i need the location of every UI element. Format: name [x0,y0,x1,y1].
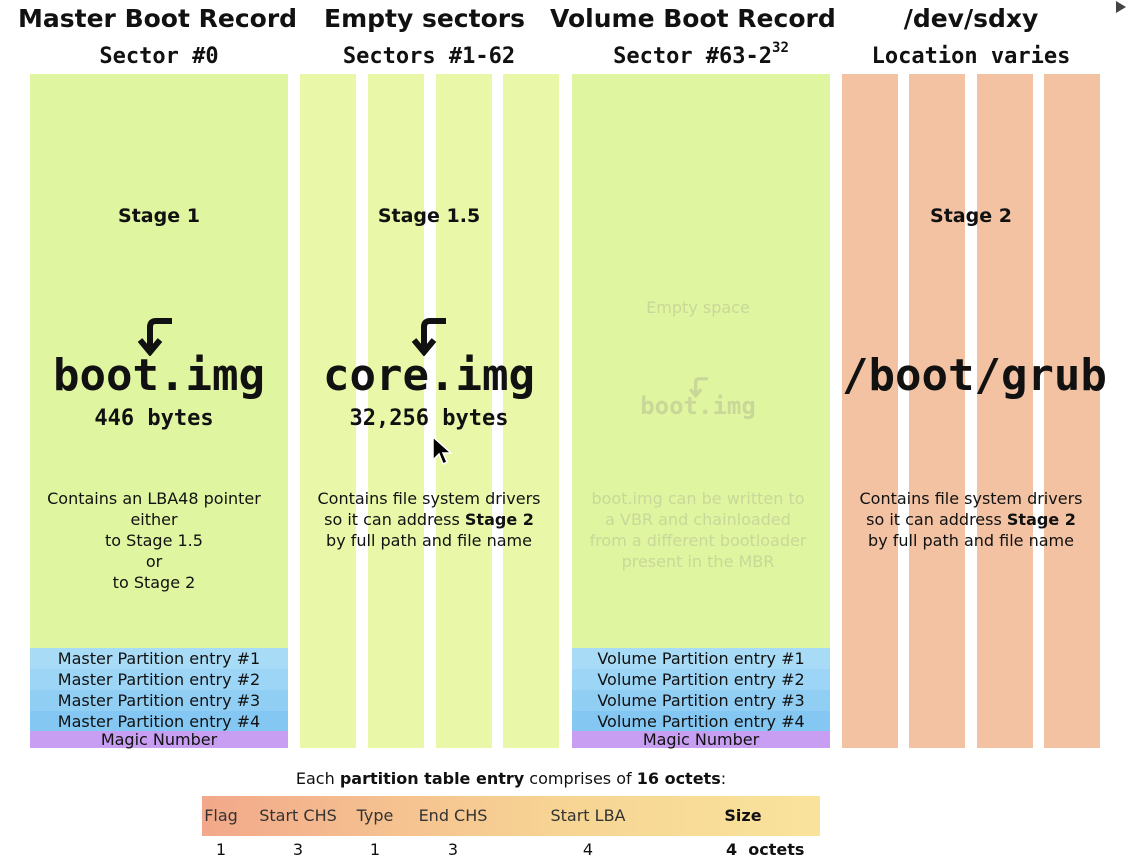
sdxy-stripe [842,74,898,748]
empty-sector-stripe [436,74,492,748]
mbr-description: Contains an LBA48 pointer either to Stage … [47,489,261,592]
partition-table-caption: Each partition table entry comprises of … [295,769,727,788]
corner-play-icon [1116,1,1126,13]
empty-sectors-subtitle: Sectors #1-62 [342,44,516,69]
field-end-chs: End CHS [418,806,488,825]
core-hook-arrow-icon [411,318,446,356]
mbr-partition-entry-4: Master Partition entry #4 [30,711,288,732]
mbr-subtitle: Sector #0 [99,44,219,69]
size-end-chs: 3 [447,840,459,859]
vbr-description: boot.img can be written to a VBR and chai… [589,489,807,571]
field-flag: Flag [204,806,238,825]
field-type: Type [356,806,394,825]
size-type: 1 [369,840,381,859]
sdxy-title: /dev/sdxy [903,4,1039,33]
partition-table-bar [202,796,820,836]
vbr-partition-entry-1: Volume Partition entry #1 [572,648,830,669]
empty-sector-stripe [368,74,424,748]
mbr-magic-number: Magic Number [30,731,288,748]
field-start-lba: Start LBA [550,806,626,825]
vbr-partition-entry-3: Volume Partition entry #3 [572,690,830,711]
sdxy-stripe [977,74,1033,748]
mbr-title: Master Boot Record [18,4,298,33]
empty-sector-stripe [503,74,559,748]
vbr-column [572,74,830,748]
size-total: 4 octets [726,840,805,859]
mbr-image-name: boot.img [53,350,265,401]
vbr-title: Volume Boot Record [550,4,836,33]
empty-stage-label: Stage 1.5 [377,205,481,227]
sdxy-image-name: /boot/grub [842,350,1107,401]
mbr-partition-entry-2: Master Partition entry #2 [30,669,288,690]
field-start-chs: Start CHS [259,806,337,825]
size-start-lba: 4 [582,840,594,859]
vbr-magic-number: Magic Number [572,731,830,748]
field-size: Size [724,806,762,825]
size-unit: octets [748,840,805,859]
size-flag: 1 [215,840,227,859]
sdxy-stripe [1044,74,1100,748]
sdxy-description: Contains file system drivers so it can a… [859,489,1083,550]
mbr-image-size: 446 bytes [94,406,214,431]
vbr-image-name: boot.img [640,392,756,420]
vbr-hook-arrow-icon [688,377,708,398]
empty-sectors-title: Empty sectors [324,4,525,33]
core-image-size: 32,256 bytes [349,406,509,431]
mbr-hook-arrow-icon [137,318,172,356]
vbr-empty-space-label: Empty space [646,298,750,317]
mouse-pointer-icon [432,436,452,466]
vbr-subtitle: Sector #63-232 [613,40,789,69]
vbr-partition-entry-4: Volume Partition entry #4 [572,711,830,732]
mbr-partition-entry-1: Master Partition entry #1 [30,648,288,669]
mbr-column [30,74,288,748]
mbr-partition-entry-3: Master Partition entry #3 [30,690,288,711]
vbr-partition-entry-2: Volume Partition entry #2 [572,669,830,690]
mbr-stage-label: Stage 1 [118,205,200,227]
size-start-chs: 3 [292,840,304,859]
core-image-name: core.img [323,350,535,401]
core-description: Contains file system drivers so it can a… [317,489,541,550]
sdxy-subtitle: Location varies [871,44,1071,69]
sdxy-stripe [909,74,965,748]
empty-sector-stripe [300,74,356,748]
vbr-subtitle-exponent: 32 [772,40,789,56]
sdxy-stage-label: Stage 2 [930,205,1012,227]
